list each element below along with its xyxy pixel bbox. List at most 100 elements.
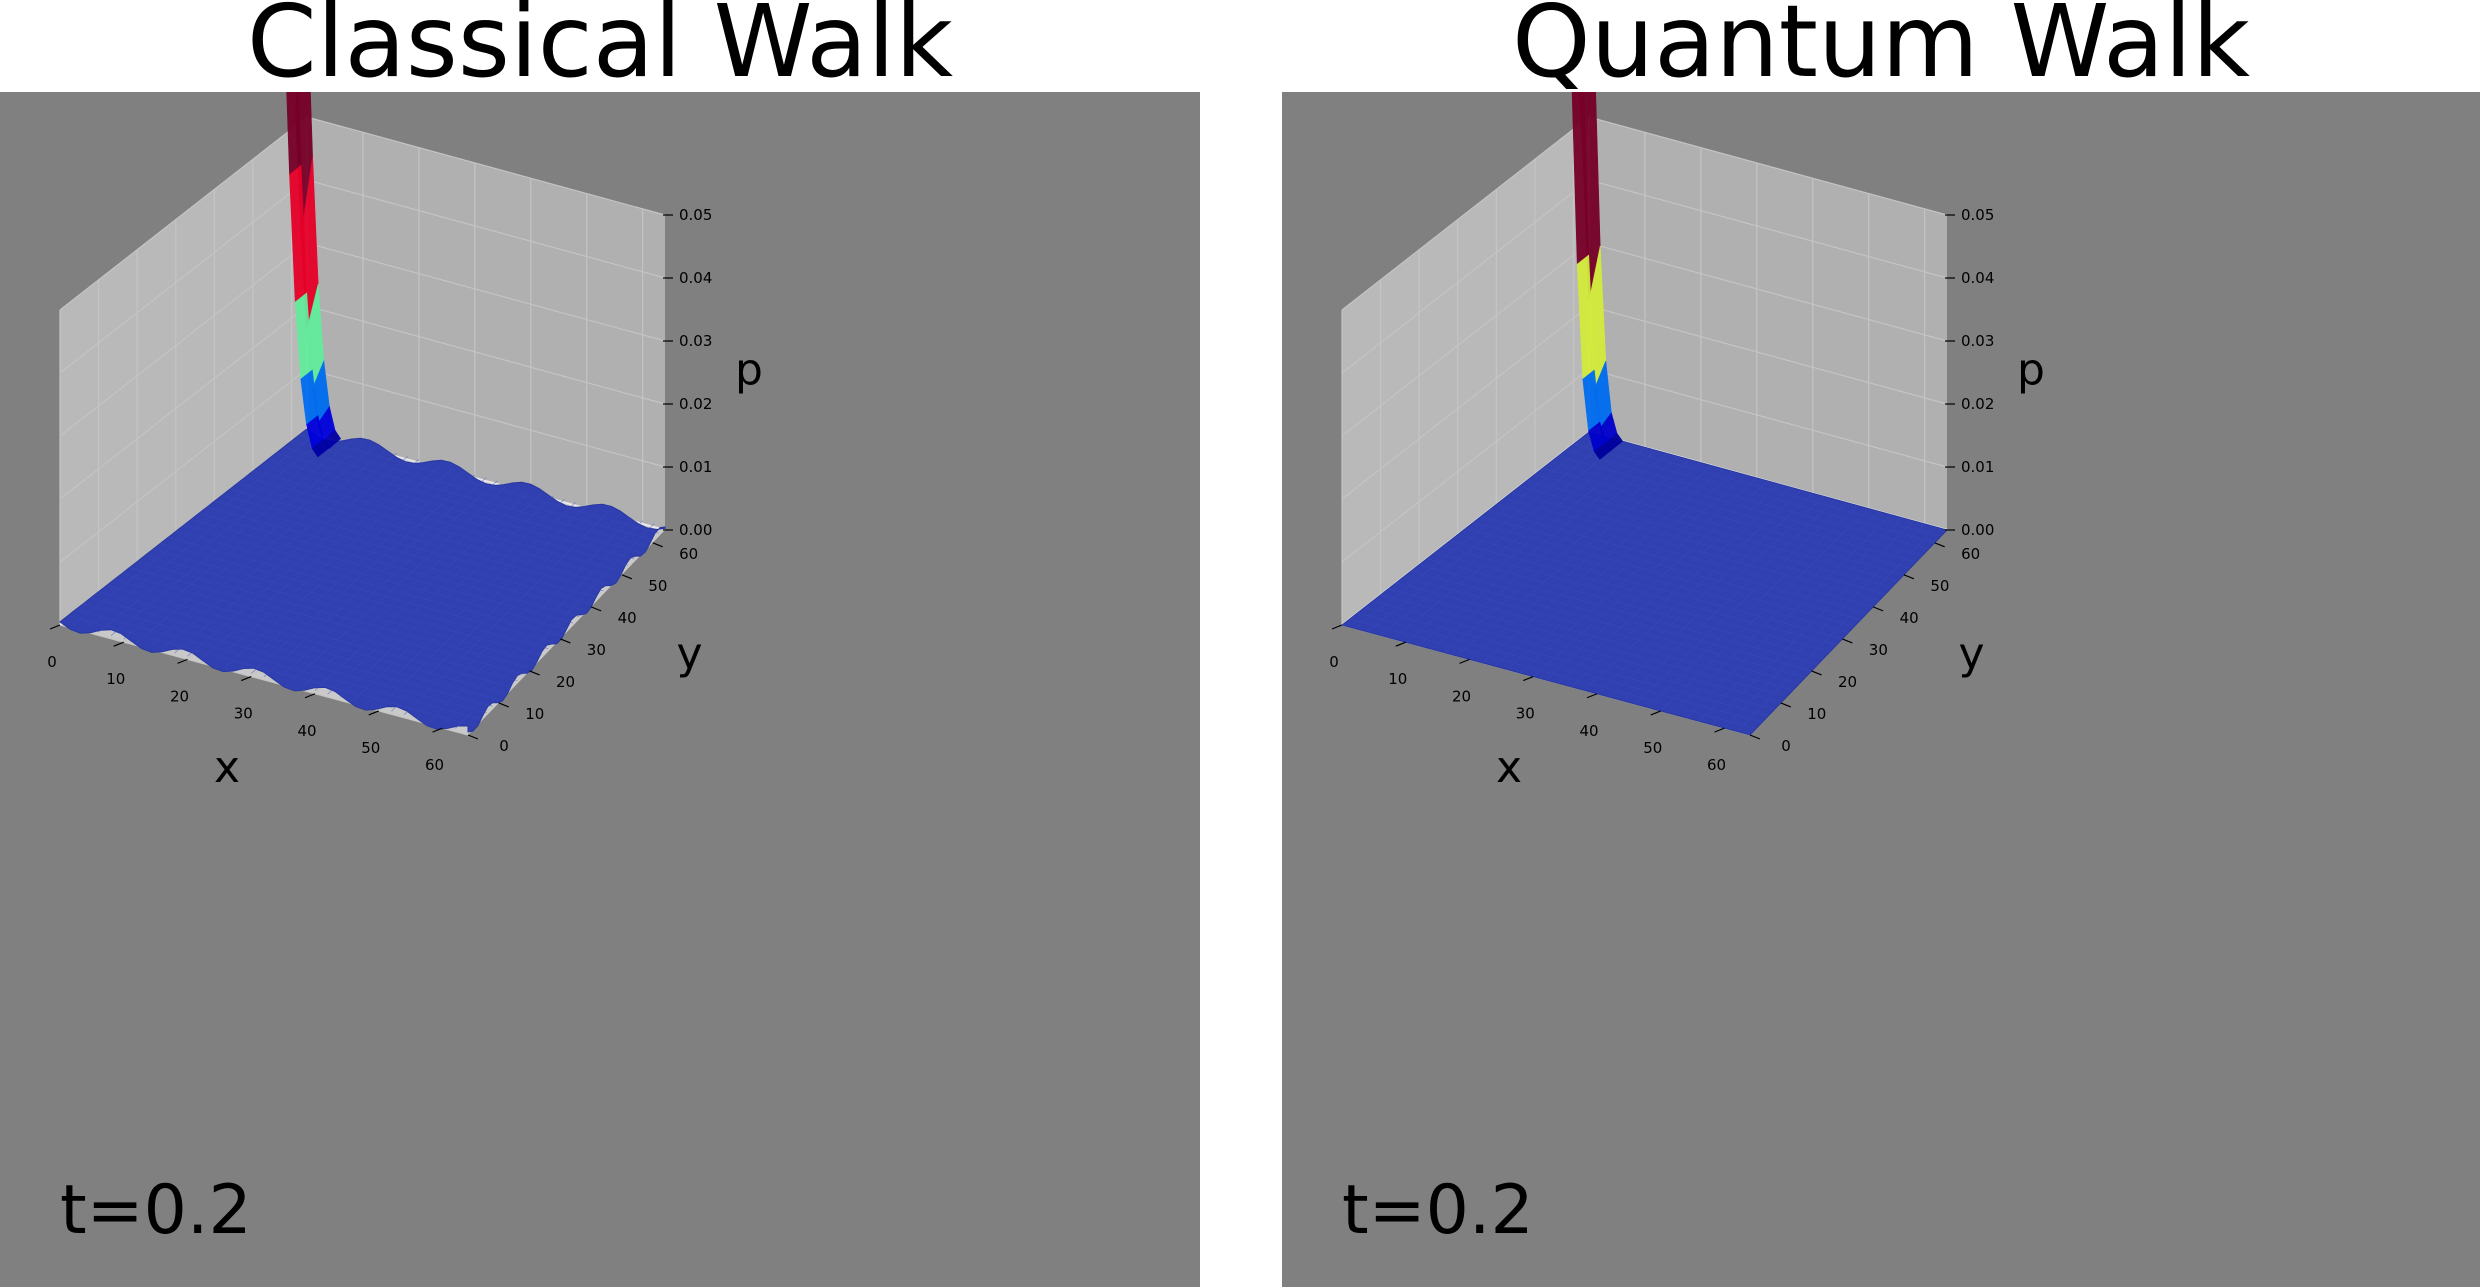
z-axis-label: p <box>735 345 763 396</box>
mesh-line <box>1571 486 1791 688</box>
x-tick <box>1650 710 1661 716</box>
x-tick-label: 10 <box>1388 670 1407 688</box>
mesh-line <box>352 498 565 702</box>
mesh-line <box>283 446 647 547</box>
mesh-line <box>1647 505 1858 708</box>
mesh-line <box>1660 508 1869 712</box>
peak-facet <box>1566 0 1583 74</box>
mesh-line <box>1480 516 1861 621</box>
y-tick <box>1842 638 1853 644</box>
mesh-line <box>1503 497 1880 601</box>
mesh-line <box>198 512 579 617</box>
y-tick-label: 60 <box>1961 545 1980 563</box>
mesh-line <box>191 518 573 624</box>
mesh-line <box>416 514 621 719</box>
x-tick <box>1331 624 1343 630</box>
mesh-line <box>1673 511 1881 715</box>
mesh-line <box>1534 473 1905 576</box>
x-tick-label: 20 <box>170 687 189 705</box>
z-tick-label: 0.05 <box>679 206 712 224</box>
x-tick-label: 30 <box>1516 705 1535 723</box>
y-tick <box>621 574 633 580</box>
pane-back-wall <box>307 117 665 530</box>
surface-mesh <box>1349 434 1941 732</box>
y-tick <box>1749 734 1761 740</box>
mesh-line <box>301 486 520 688</box>
z-tick-label: 0.03 <box>679 332 712 350</box>
peak-facet <box>1605 432 1624 451</box>
mesh-line <box>1736 526 1937 732</box>
surface-sheet <box>59 428 666 733</box>
z-tick-label: 0.03 <box>1961 332 1994 350</box>
mesh-line <box>1622 499 1836 701</box>
z-tick-label: 0.01 <box>1961 458 1994 476</box>
y-tick <box>1872 606 1884 612</box>
x-tick <box>1714 727 1725 733</box>
mesh-line <box>1511 491 1886 595</box>
pane-back-wall <box>1589 117 1947 530</box>
mesh-line <box>365 502 576 705</box>
y-tick-label: 50 <box>648 577 667 595</box>
mesh-line <box>276 452 641 553</box>
x-tick <box>113 641 124 647</box>
mesh-line <box>327 492 543 695</box>
mesh-line <box>289 483 509 685</box>
mesh-line <box>299 434 659 534</box>
y-tick-label: 0 <box>1781 737 1791 755</box>
x-tick <box>304 693 316 699</box>
y-tick <box>1934 542 1945 548</box>
z-tick-label: 0.01 <box>679 458 712 476</box>
z-tick-label: 0.00 <box>1961 521 1994 539</box>
x-tick-label: 0 <box>47 653 57 671</box>
mesh-line <box>391 508 599 712</box>
y-tick <box>1903 574 1915 580</box>
x-tick-label: 60 <box>425 756 444 774</box>
pane-left-wall <box>1342 117 1589 625</box>
mesh-line <box>1581 437 1941 537</box>
y-tick-label: 50 <box>1930 577 1949 595</box>
surface-mesh <box>67 431 659 729</box>
mesh-line <box>1542 467 1911 569</box>
y-tick-label: 40 <box>618 609 637 627</box>
left-panel-title: Classical Walk <box>246 0 954 100</box>
mesh-line <box>1634 502 1847 705</box>
mesh-line <box>1698 517 1903 722</box>
x-tick <box>432 727 443 733</box>
x-tick <box>1523 676 1534 682</box>
x-tick-label: 30 <box>234 705 253 723</box>
mesh-line <box>1596 492 1814 695</box>
mesh-line <box>229 488 604 592</box>
x-tick-label: 0 <box>1329 653 1339 671</box>
mesh-line <box>206 506 586 611</box>
z-axis-label: p <box>2017 345 2045 396</box>
mesh-line <box>1685 514 1892 719</box>
y-tick-label: 20 <box>556 673 575 691</box>
x-tick <box>1459 658 1470 664</box>
x-tick <box>1586 693 1598 699</box>
z-tick-label: 0.05 <box>1961 206 1994 224</box>
y-tick-label: 40 <box>1900 609 1919 627</box>
mesh-line <box>260 464 629 566</box>
mesh-line <box>214 500 592 605</box>
peak-spike <box>286 92 341 458</box>
mesh-line <box>1609 496 1825 698</box>
mesh-line <box>429 517 632 722</box>
mesh-line <box>245 476 616 579</box>
mesh-line <box>314 489 532 691</box>
mesh-line <box>252 470 623 573</box>
mesh-line <box>454 523 655 729</box>
z-tick-label: 0.00 <box>679 521 712 539</box>
y-tick-label: 30 <box>1869 641 1888 659</box>
mesh-line <box>1711 520 1914 725</box>
mesh-line <box>221 494 598 598</box>
z-tick-label: 0.04 <box>1961 269 1994 287</box>
x-tick-label: 40 <box>1579 722 1598 740</box>
mesh-line <box>1565 449 1929 550</box>
y-tick-label: 30 <box>587 641 606 659</box>
x-tick <box>177 658 188 664</box>
mesh-line <box>1550 461 1917 563</box>
mesh-line <box>1558 483 1780 684</box>
grid-y <box>59 624 469 736</box>
y-tick-label: 10 <box>525 705 544 723</box>
